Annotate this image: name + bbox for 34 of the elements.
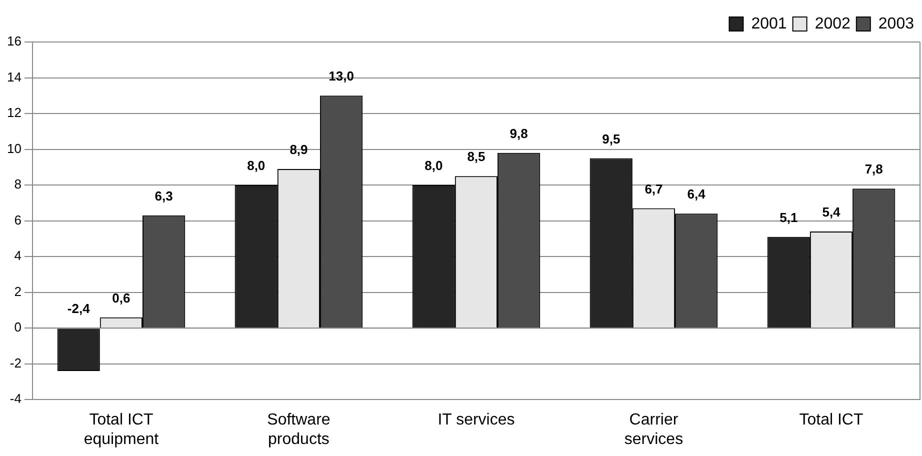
- data-label: 8,5: [467, 149, 486, 164]
- y-tick-label: 0: [14, 320, 22, 335]
- x-tick-label: Total ICT: [799, 412, 864, 429]
- data-label: 7,8: [864, 162, 883, 177]
- y-tick-label: 14: [6, 69, 22, 84]
- x-tick-label: IT services: [438, 412, 515, 429]
- x-tick-label: Carrier services: [624, 412, 684, 448]
- data-label: 9,8: [510, 126, 528, 141]
- y-tick-label: 4: [14, 248, 22, 264]
- y-tick-label: -4: [10, 391, 22, 406]
- data-label: 8,9: [290, 142, 308, 158]
- data-label: -2,4: [67, 301, 91, 316]
- y-tick-label: 8: [14, 176, 22, 192]
- y-tick-label: 6: [14, 212, 22, 228]
- data-label: 13,0: [328, 68, 354, 84]
- y-tick-label: 2: [14, 284, 22, 299]
- data-label: 6,3: [154, 188, 173, 204]
- data-label: 0,6: [112, 290, 130, 306]
- legend-label: 2003: [878, 15, 914, 32]
- data-label: 8,0: [247, 158, 266, 174]
- data-label: 6,4: [687, 186, 706, 202]
- legend-label: 2002: [814, 15, 851, 32]
- data-label: 5,1: [780, 210, 798, 225]
- data-label: 6,7: [644, 181, 663, 196]
- y-tick-label: 10: [6, 140, 22, 156]
- y-tick-label: -2: [10, 355, 22, 370]
- data-label: 9,5: [602, 131, 620, 146]
- data-label: 8,0: [424, 158, 443, 174]
- data-label: 5,4: [822, 204, 842, 220]
- x-tick-label: Software products: [267, 412, 330, 448]
- y-tick-label: 16: [6, 34, 22, 49]
- x-tick-label: Total ICT equipment: [84, 412, 160, 448]
- legend-label: 2001: [751, 15, 787, 32]
- y-tick-label: 12: [6, 105, 22, 120]
